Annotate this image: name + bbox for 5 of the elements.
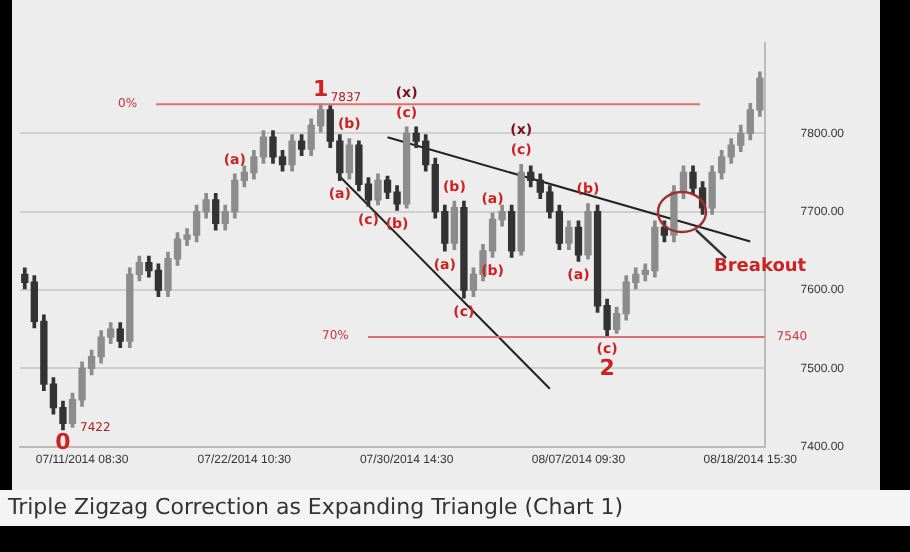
annotation: 0: [55, 429, 72, 456]
annotation: Breakout: [714, 256, 808, 277]
annotation: 2: [599, 355, 615, 382]
annotation: 1: [313, 76, 329, 103]
text: Triple Zigzag Correction as Expanding Triangle (Chart 1): [0, 490, 910, 526]
